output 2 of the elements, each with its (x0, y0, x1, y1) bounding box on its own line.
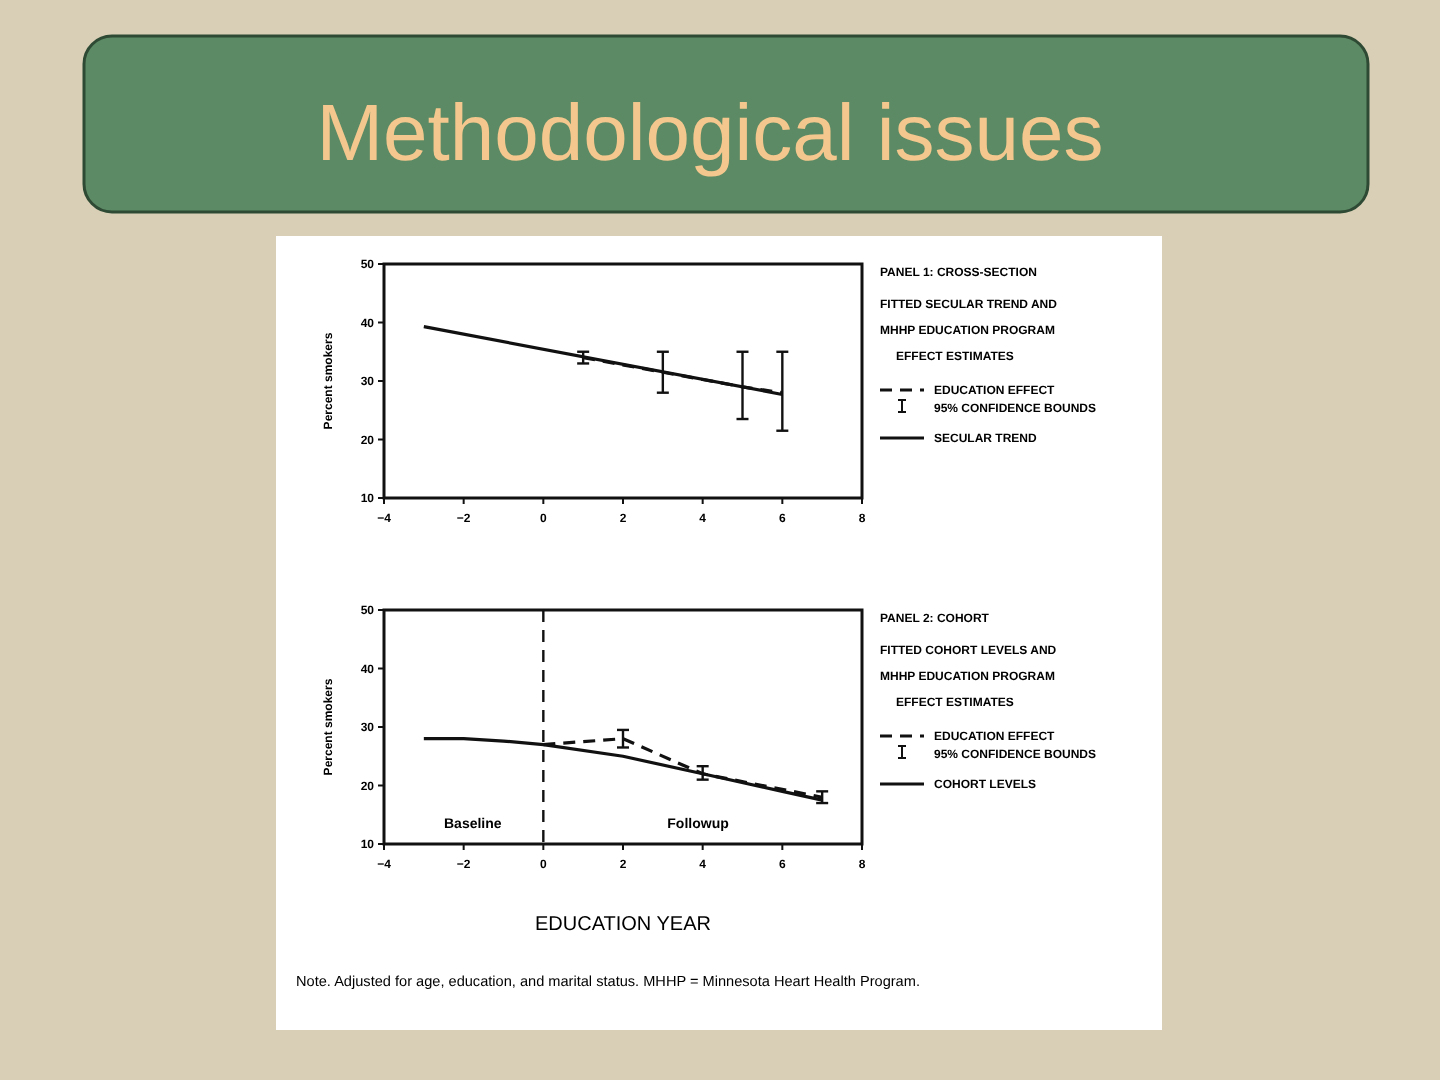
chart-title: Methodological issues (316, 90, 1104, 178)
x-axis-title: EDUCATION YEAR (535, 914, 711, 936)
